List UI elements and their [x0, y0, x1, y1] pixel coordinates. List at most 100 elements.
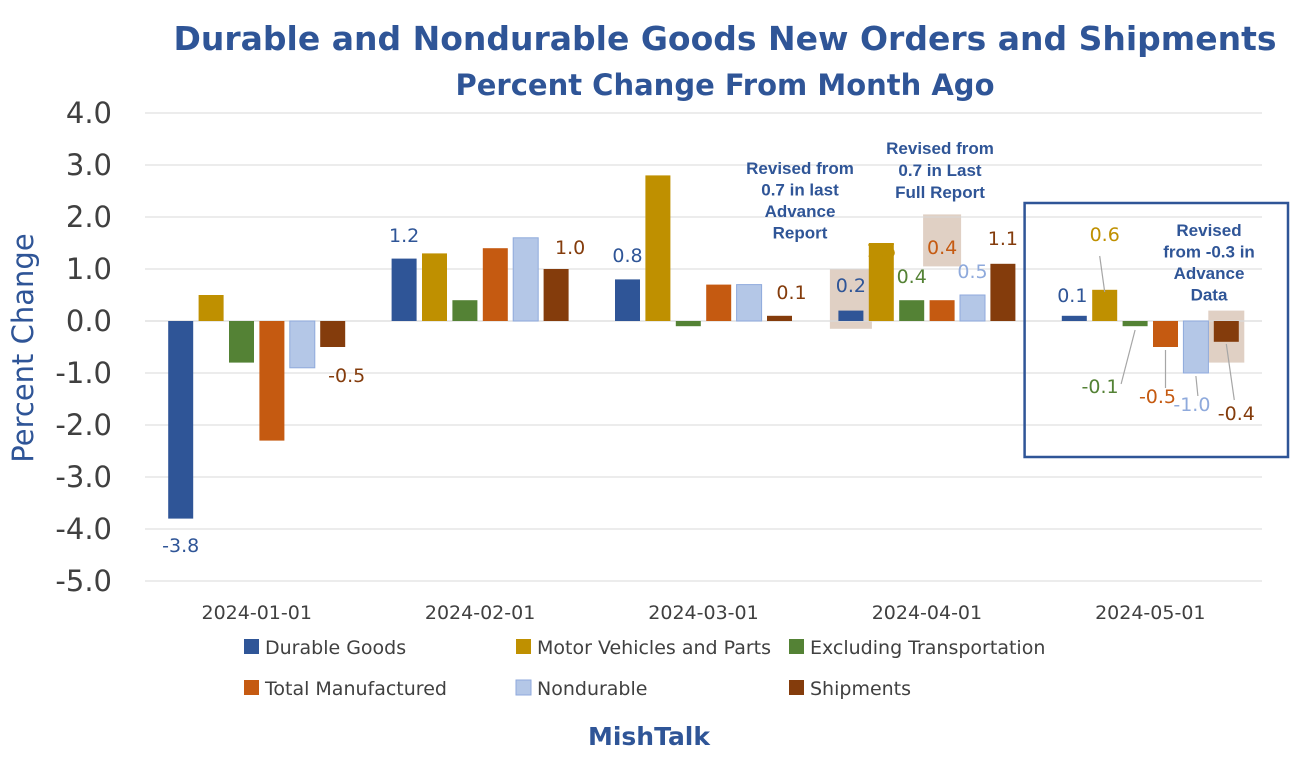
legend-swatch	[515, 679, 532, 696]
legend-item-motor-vehicles-and-parts: Motor Vehicles and Parts	[516, 637, 771, 659]
y-tick-label: -1.0	[55, 356, 112, 390]
bars	[168, 175, 1239, 519]
bar-motor-vehicles-and-parts-2024-04-01	[868, 243, 894, 321]
legend-label: Durable Goods	[265, 637, 406, 659]
legend-label: Total Manufactured	[264, 678, 447, 700]
annotations: Revised from 0.7 in last Advance Report Revi…	[746, 139, 1290, 459]
bar-durable-goods-2024-05-01	[1061, 315, 1087, 321]
bar-total-manufactured-2024-05-01	[1153, 321, 1178, 347]
chart-subtitle: Percent Change From Month Ago	[455, 68, 994, 102]
bar-motor-vehicles-and-parts-2024-01-01	[198, 295, 224, 321]
data-label: 1.0	[555, 237, 585, 259]
bar-shipments-2024-05-01	[1213, 321, 1239, 342]
bar-total-manufactured-2024-02-01	[482, 248, 508, 321]
leader-line	[1225, 343, 1235, 401]
legend: Durable Goods Motor Vehicles and Parts Exc…	[244, 637, 1045, 700]
data-label: 1.2	[389, 225, 419, 247]
y-tick-label: 1.0	[66, 252, 112, 286]
data-label: -0.5	[1139, 386, 1176, 408]
legend-label: Motor Vehicles and Parts	[537, 637, 771, 659]
leader-line	[1195, 375, 1199, 397]
bar-shipments-2024-04-01	[990, 263, 1016, 321]
data-label: -0.4	[1218, 403, 1255, 425]
bar-nondurable-2024-04-01	[959, 294, 986, 322]
data-label: 1.1	[988, 228, 1018, 250]
legend-item-excluding-transportation: Excluding Transportation	[789, 637, 1045, 659]
bar-excluding-transportation-2024-02-01	[452, 300, 478, 321]
legend-item-durable-goods: Durable Goods	[244, 637, 406, 659]
y-axis-label: Percent Change	[6, 233, 40, 462]
bar-motor-vehicles-and-parts-2024-05-01	[1092, 289, 1118, 321]
data-label: 0.2	[836, 275, 866, 297]
bar-durable-goods-2024-04-01	[838, 310, 864, 321]
legend-swatch	[789, 639, 804, 654]
annotation-text: Revised from 0.7 in last Advance Report	[746, 159, 854, 243]
credit-text: MishTalk	[588, 722, 711, 751]
data-label: 1.5	[866, 240, 896, 262]
legend-swatch	[789, 680, 804, 695]
data-label: 0.5	[957, 261, 987, 283]
bar-excluding-transportation-2024-03-01	[675, 321, 701, 327]
legend-label: Excluding Transportation	[810, 637, 1045, 659]
y-tick-label: 4.0	[66, 96, 112, 130]
legend-item-total-manufactured: Total Manufactured	[244, 678, 447, 700]
bar-durable-goods-2024-02-01	[391, 258, 417, 321]
highlight-shade	[923, 214, 962, 267]
bar-durable-goods-2024-01-01	[168, 321, 194, 519]
y-tick-label: -3.0	[55, 460, 112, 494]
bar-total-manufactured-2024-03-01	[706, 284, 732, 321]
data-label: 0.1	[1057, 285, 1087, 307]
data-label: 0.8	[612, 245, 642, 267]
bar-durable-goods-2024-03-01	[615, 279, 640, 321]
leader-line	[1099, 255, 1106, 293]
x-tick-label: 2024-05-01	[1095, 602, 1205, 624]
bar-excluding-transportation-2024-01-01	[229, 321, 254, 363]
bar-total-manufactured-2024-01-01	[259, 321, 285, 441]
legend-swatch	[516, 639, 531, 654]
x-tick-label: 2024-04-01	[872, 602, 982, 624]
y-tick-label: -4.0	[55, 512, 112, 546]
data-label: 0.4	[897, 266, 927, 288]
leader-line	[1120, 329, 1136, 385]
y-tick-label: 0.0	[66, 304, 112, 338]
y-tick-labels: 4.0 3.0 2.0 1.0 0.0 -1.0 -2.0 -3.0 -4.0 -5.0	[55, 96, 112, 598]
x-tick-label: 2024-01-01	[201, 602, 311, 624]
bar-nondurable-2024-05-01	[1182, 320, 1209, 374]
bar-shipments-2024-01-01	[320, 321, 346, 347]
legend-label: Nondurable	[537, 678, 647, 700]
legend-item-shipments: Shipments	[789, 678, 911, 700]
x-tick-labels: 2024-01-01 2024-02-01 2024-03-01 2024-04-01…	[201, 602, 1205, 624]
chart-title: Durable and Nondurable Goods New Orders …	[174, 19, 1277, 58]
bar-total-manufactured-2024-04-01	[929, 300, 955, 321]
bar-motor-vehicles-and-parts-2024-03-01	[645, 175, 671, 321]
data-label: -1.0	[1173, 394, 1210, 416]
annotation-text: Revised from 0.7 in Last Full Report	[886, 139, 994, 202]
data-label: -0.1	[1082, 376, 1119, 398]
y-tick-label: 2.0	[66, 200, 112, 234]
annotation-text: Revised from -0.3 in Advance Data	[1163, 221, 1255, 305]
bar-excluding-transportation-2024-05-01	[1122, 321, 1148, 327]
x-tick-label: 2024-03-01	[648, 602, 758, 624]
data-labels: -3.8-0.51.21.0 0.80.1 0.21.50.40.40.51.10.…	[162, 224, 1255, 557]
bar-motor-vehicles-and-parts-2024-02-01	[422, 253, 447, 321]
data-label: 0.6	[1090, 224, 1120, 246]
x-tick-label: 2024-02-01	[425, 602, 535, 624]
bar-nondurable-2024-01-01	[289, 320, 316, 369]
bar-nondurable-2024-03-01	[736, 284, 763, 322]
bar-nondurable-2024-02-01	[512, 237, 539, 322]
data-label: -3.8	[162, 535, 199, 557]
legend-label: Shipments	[810, 678, 911, 700]
highlight-box	[1023, 201, 1290, 459]
legend-swatch	[244, 680, 259, 695]
legend-item-nondurable: Nondurable	[515, 678, 647, 700]
data-label: 0.4	[927, 237, 957, 259]
bar-excluding-transportation-2024-04-01	[899, 300, 925, 321]
data-label: -0.5	[328, 365, 365, 387]
y-tick-label: 3.0	[66, 148, 112, 182]
bar-shipments-2024-03-01	[767, 315, 792, 321]
data-label: 0.1	[776, 282, 806, 304]
legend-swatch	[244, 639, 259, 654]
bar-shipments-2024-02-01	[543, 269, 569, 321]
y-tick-label: -5.0	[55, 564, 112, 598]
